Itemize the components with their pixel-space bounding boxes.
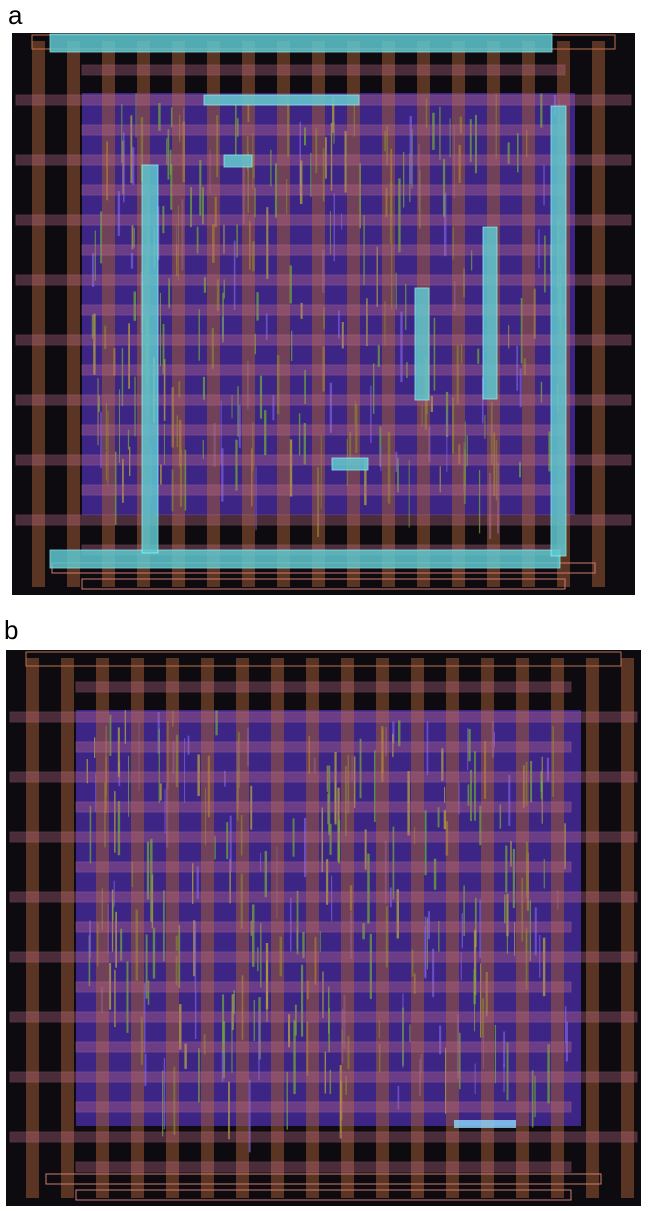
power-stripe [592, 41, 605, 587]
cell-row [75, 1041, 572, 1053]
power-stripe [621, 658, 634, 1198]
cell-row [9, 771, 638, 783]
cell-row [9, 831, 638, 843]
cell-row [75, 981, 572, 993]
macro [203, 94, 360, 106]
cell-row [15, 394, 632, 406]
macro [49, 33, 553, 53]
cell-row [9, 891, 638, 903]
power-stripe [271, 658, 284, 1198]
power-stripe [586, 658, 599, 1198]
power-stripe [341, 658, 354, 1198]
macro [331, 457, 369, 471]
cell-row [75, 1161, 572, 1173]
cell-row [9, 1011, 638, 1023]
power-stripe [446, 658, 459, 1198]
cell-row [15, 454, 632, 466]
io-ring [25, 651, 622, 667]
cell-row [75, 921, 572, 933]
power-stripe [67, 41, 80, 587]
cell-row [75, 681, 572, 693]
power-stripe [172, 41, 185, 587]
power-stripe [411, 658, 424, 1198]
cell-row [15, 214, 632, 226]
power-stripe [347, 41, 360, 587]
power-stripe [131, 658, 144, 1198]
power-stripe [102, 41, 115, 587]
macro [49, 549, 561, 569]
power-stripe [452, 41, 465, 587]
power-stripe [551, 658, 564, 1198]
cell-row [75, 741, 572, 753]
power-stripe [306, 658, 319, 1198]
cell-row [9, 711, 638, 723]
cell-row [75, 801, 572, 813]
macro [141, 164, 159, 554]
panel-label: a [8, 0, 23, 30]
cell-row [81, 124, 566, 136]
power-stripe [166, 658, 179, 1198]
power-stripe [96, 658, 109, 1198]
power-stripe [236, 658, 249, 1198]
cell-row [9, 1071, 638, 1083]
cell-row [75, 1101, 572, 1113]
power-stripe [201, 658, 214, 1198]
power-stripe [516, 658, 529, 1198]
power-stripe [207, 41, 220, 587]
power-stripe [242, 41, 255, 587]
layout-image [12, 33, 635, 595]
cell-row [15, 514, 632, 526]
cell-row [81, 64, 566, 76]
power-stripe [376, 658, 389, 1198]
cell-row [15, 334, 632, 346]
power-stripe [26, 658, 39, 1198]
io-ring [81, 578, 566, 590]
cell-row [15, 154, 632, 166]
panel-label: b [4, 615, 19, 645]
cell-row [75, 861, 572, 873]
io-ring [75, 1189, 572, 1201]
cell-row [15, 274, 632, 286]
macro [454, 1120, 516, 1128]
power-stripe [382, 41, 395, 587]
power-stripe [61, 658, 74, 1198]
io-ring [45, 1173, 602, 1185]
macro [482, 226, 498, 400]
cell-row [9, 951, 638, 963]
power-stripe [522, 41, 535, 587]
power-stripe [312, 41, 325, 587]
power-stripe [277, 41, 290, 587]
macro [550, 105, 567, 557]
macro [414, 287, 430, 401]
cell-row [9, 1131, 638, 1143]
power-stripe [481, 658, 494, 1198]
power-stripe [32, 41, 45, 587]
layout-image [6, 650, 641, 1206]
macro [223, 154, 253, 168]
